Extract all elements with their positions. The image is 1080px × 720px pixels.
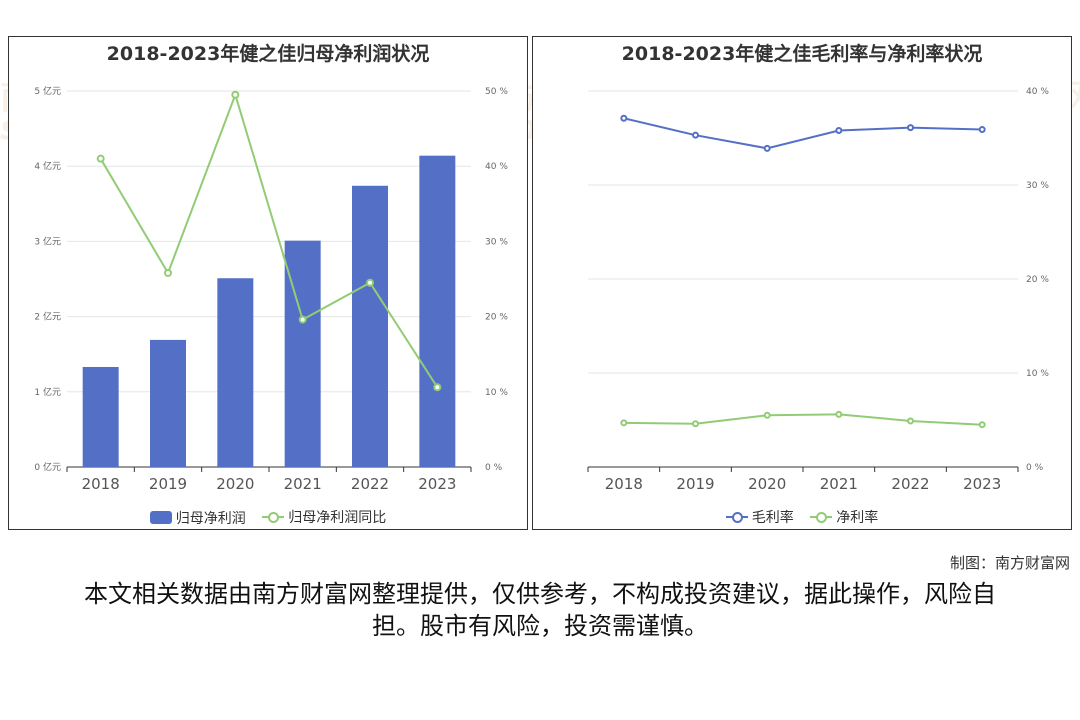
- legend-label: 净利率: [836, 510, 879, 526]
- y-right-tick-label: 40 %: [485, 162, 508, 172]
- point-gross-margin: [907, 124, 914, 132]
- x-tick-label: 2021: [284, 475, 322, 493]
- left-legend: 归母净利润 归母净利润同比: [9, 507, 527, 528]
- bar-net-profit: [419, 155, 456, 467]
- x-tick-label: 2021: [820, 475, 858, 493]
- point-gross-margin: [692, 131, 699, 139]
- line-net-margin: [623, 413, 983, 426]
- y-left-tick-label: 5 亿元: [34, 85, 61, 97]
- legend-label: 毛利率: [751, 510, 794, 526]
- right-legend: 毛利率 净利率: [533, 507, 1071, 528]
- point-gross-margin: [763, 144, 771, 152]
- point-net-margin: [978, 421, 986, 429]
- legend-item-net-margin[interactable]: 净利率: [810, 507, 878, 527]
- point-net-profit-yoy: [366, 278, 374, 287]
- point-gross-margin: [835, 126, 843, 134]
- point-net-profit-yoy: [298, 315, 307, 324]
- y-left-tick-label: 4 亿元: [34, 160, 61, 172]
- point-net-margin: [692, 420, 699, 428]
- point-net-margin: [907, 417, 914, 425]
- point-net-profit-yoy: [164, 268, 172, 277]
- bar-net-profit: [352, 185, 388, 467]
- line-circle-swatch-icon: [262, 510, 285, 524]
- point-net-margin: [835, 410, 843, 418]
- line-circle-swatch-icon: [810, 510, 833, 524]
- y-left-tick-label: 1 亿元: [34, 386, 61, 398]
- y-right-tick-label: 20 %: [485, 313, 508, 323]
- point-gross-margin: [978, 126, 986, 134]
- y-right-tick-label: 0 %: [1026, 463, 1044, 473]
- x-tick-label: 2020: [748, 475, 786, 493]
- y-right-tick-label: 50 %: [485, 87, 508, 97]
- x-tick-label: 2018: [82, 475, 120, 493]
- point-net-profit-yoy: [96, 154, 105, 163]
- point-net-profit-yoy: [231, 90, 240, 99]
- legend-item-gross-margin[interactable]: 毛利率: [725, 507, 794, 527]
- point-net-profit-yoy: [433, 383, 442, 392]
- left-chart-svg: 0 亿元 1 亿元 2 亿元 3 亿元 4 亿元 5 亿元 0 % 10 % 20 % 30 % 4…: [34, 85, 508, 493]
- y-left-tick-label: 3 亿元: [34, 235, 61, 247]
- legend-label: 归母净利润同比: [288, 510, 387, 526]
- y-left-tick-label: 0 亿元: [34, 461, 61, 473]
- x-tick-label: 2023: [963, 475, 1001, 493]
- bar-swatch-icon: [149, 511, 172, 524]
- line-circle-swatch-icon: [725, 510, 748, 524]
- x-tick-label: 2023: [418, 475, 456, 493]
- x-tick-label: 2018: [605, 475, 643, 493]
- left-chart-title: 2018-2023年健之佳归母净利润状况: [106, 43, 430, 65]
- x-tick-label: 2020: [216, 475, 254, 493]
- bar-net-profit: [150, 339, 186, 467]
- point-gross-margin: [620, 114, 628, 122]
- legend-item-net-profit[interactable]: 归母净利润: [149, 508, 246, 528]
- bar-net-profit: [82, 366, 119, 467]
- x-tick-label: 2019: [676, 475, 714, 493]
- legend-label: 归母净利润: [175, 510, 246, 527]
- y-right-tick-label: 40 %: [1026, 87, 1049, 97]
- y-right-tick-label: 10 %: [1026, 369, 1049, 379]
- right-chart-svg: 0 % 10 % 20 % 30 % 40 % 2018 2019 2020 2021 2022 2…: [587, 87, 1049, 493]
- line-net-profit-yoy: [99, 91, 439, 388]
- y-right-tick-label: 30 %: [485, 237, 508, 247]
- bar-net-profit: [217, 278, 254, 467]
- line-gross-margin: [623, 117, 983, 150]
- x-tick-label: 2022: [891, 475, 929, 493]
- legend-item-net-profit-yoy[interactable]: 归母净利润同比: [262, 507, 386, 527]
- right-chart-title: 2018-2023年健之佳毛利率与净利率状况: [621, 43, 983, 65]
- right-chart-panel: 2018-2023年健之佳毛利率与净利率状况 0 % 10 % 20 % 30 % 40…: [532, 36, 1072, 530]
- y-left-tick-label: 2 亿元: [34, 311, 61, 323]
- point-net-margin: [763, 411, 771, 419]
- disclaimer-text: 本文相关数据由南方财富网整理提供，仅供参考，不构成投资建议，据此操作，风险自担。…: [84, 580, 996, 640]
- x-tick-label: 2019: [149, 475, 187, 493]
- point-net-margin: [620, 419, 628, 427]
- y-right-tick-label: 20 %: [1026, 275, 1049, 285]
- y-right-tick-label: 30 %: [1026, 181, 1049, 191]
- y-right-tick-label: 10 %: [485, 388, 508, 398]
- left-chart-panel: 2018-2023年健之佳归母净利润状况 0 亿元 1 亿元 2 亿元 3 亿元 4 亿…: [8, 36, 528, 530]
- y-right-tick-label: 0 %: [485, 463, 503, 473]
- chart-credit: 制图：南方财富网: [949, 554, 1070, 572]
- x-tick-label: 2022: [351, 475, 389, 493]
